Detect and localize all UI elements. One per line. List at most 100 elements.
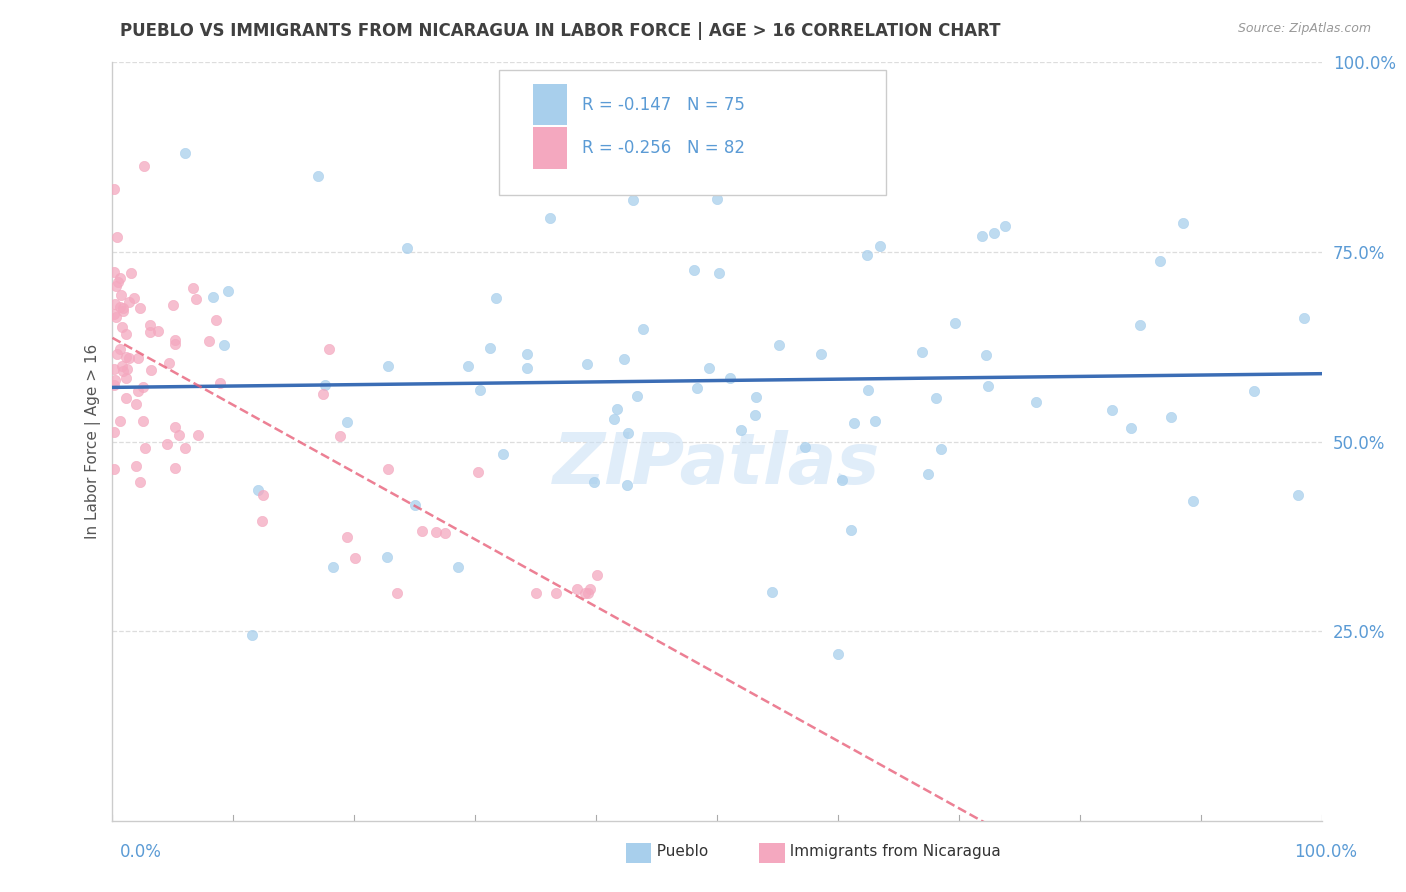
Point	[205, 312, 228, 326]
Point	[312, 387, 335, 401]
Point	[127, 384, 149, 398]
Point	[575, 357, 598, 371]
Point	[582, 475, 605, 490]
Point	[925, 391, 948, 405]
Point	[856, 383, 879, 397]
Point	[318, 343, 340, 357]
Point	[683, 263, 706, 277]
Point	[1149, 254, 1171, 268]
Point	[208, 376, 231, 390]
Point	[250, 514, 273, 528]
Text: Pueblo: Pueblo	[647, 845, 709, 859]
Point	[617, 426, 640, 441]
Point	[768, 337, 790, 351]
Point	[124, 397, 146, 411]
Point	[336, 531, 359, 545]
Point	[139, 325, 162, 339]
Text: Source: ZipAtlas.com: Source: ZipAtlas.com	[1237, 22, 1371, 36]
Point	[586, 567, 609, 582]
Point	[793, 441, 815, 455]
Point	[842, 416, 865, 430]
Point	[104, 278, 127, 293]
Point	[118, 351, 141, 366]
Point	[576, 586, 599, 600]
Point	[856, 248, 879, 262]
Point	[433, 525, 456, 540]
Point	[103, 462, 125, 476]
Point	[972, 229, 994, 244]
Point	[929, 442, 952, 456]
Point	[247, 483, 270, 497]
Point	[110, 287, 132, 301]
Point	[217, 284, 239, 298]
Point	[163, 334, 186, 348]
Point	[516, 346, 538, 360]
Point	[516, 360, 538, 375]
Point	[404, 498, 426, 512]
Point	[134, 442, 156, 456]
Point	[425, 524, 447, 539]
Point	[163, 419, 186, 434]
Text: R = -0.147   N = 75: R = -0.147 N = 75	[582, 96, 745, 114]
Point	[157, 356, 180, 370]
Point	[411, 524, 433, 538]
Point	[146, 324, 169, 338]
Point	[718, 371, 741, 385]
Point	[111, 319, 134, 334]
Point	[197, 334, 219, 348]
Point	[827, 647, 849, 661]
Point	[118, 295, 141, 310]
Point	[699, 360, 721, 375]
Point	[730, 423, 752, 437]
Point	[1101, 402, 1123, 417]
Point	[328, 429, 350, 443]
Point	[112, 363, 135, 377]
Point	[606, 402, 628, 417]
Point	[1171, 216, 1194, 230]
Text: PUEBLO VS IMMIGRANTS FROM NICARAGUA IN LABOR FORCE | AGE > 16 CORRELATION CHART: PUEBLO VS IMMIGRANTS FROM NICARAGUA IN L…	[120, 22, 1000, 40]
Point	[1160, 410, 1182, 425]
Point	[623, 194, 645, 208]
Point	[343, 551, 366, 566]
Point	[375, 549, 398, 564]
Point	[869, 239, 891, 253]
Point	[105, 310, 128, 324]
Point	[108, 271, 131, 285]
Point	[115, 362, 138, 376]
Point	[744, 390, 766, 404]
Point	[839, 523, 862, 537]
Point	[167, 427, 190, 442]
Point	[1119, 421, 1142, 435]
Point	[1294, 311, 1316, 326]
Point	[103, 361, 125, 376]
Y-axis label: In Labor Force | Age > 16: In Labor Force | Age > 16	[86, 344, 101, 539]
Point	[173, 441, 195, 455]
Point	[709, 266, 731, 280]
Point	[447, 560, 470, 574]
Point	[983, 227, 1005, 241]
Point	[212, 338, 235, 352]
Point	[479, 341, 502, 355]
Point	[538, 211, 561, 226]
Point	[104, 296, 127, 310]
Point	[470, 383, 492, 397]
Point	[1181, 494, 1204, 508]
Text: R = -0.256   N = 82: R = -0.256 N = 82	[582, 139, 745, 157]
Point	[307, 169, 329, 184]
Point	[322, 560, 344, 574]
Point	[1025, 395, 1047, 409]
Point	[186, 428, 208, 442]
Point	[457, 359, 479, 374]
Point	[103, 378, 125, 392]
Point	[134, 160, 156, 174]
Text: ZIPatlas: ZIPatlas	[554, 430, 880, 499]
Point	[314, 378, 336, 392]
Point	[579, 582, 602, 596]
Point	[616, 477, 638, 491]
Point	[163, 461, 186, 475]
Point	[385, 586, 408, 600]
FancyBboxPatch shape	[533, 127, 567, 169]
Point	[831, 473, 853, 487]
Point	[110, 343, 132, 357]
Point	[122, 291, 145, 305]
